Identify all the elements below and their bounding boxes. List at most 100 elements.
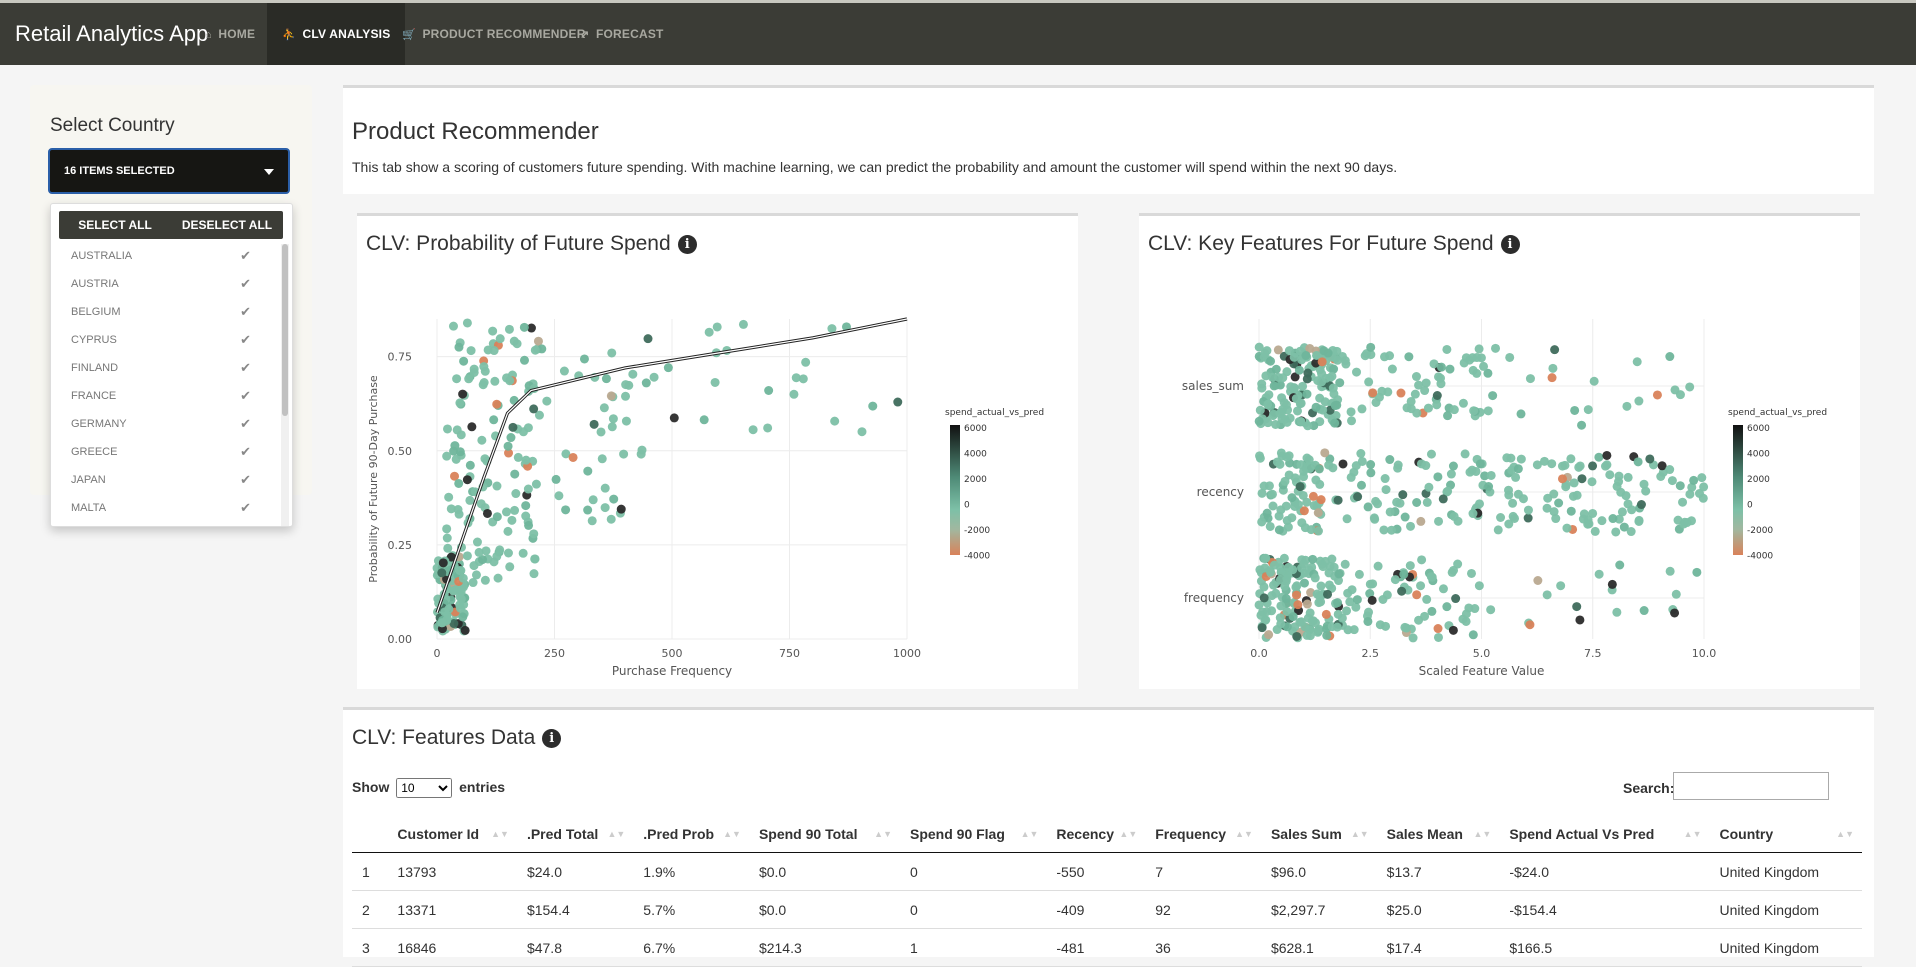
data-point xyxy=(1484,482,1494,492)
column-header[interactable]: Spend 90 Total ▲▼ xyxy=(748,816,900,853)
data-point xyxy=(1594,452,1604,462)
data-point xyxy=(588,495,598,505)
country-option-malta[interactable]: MALTA ✔ xyxy=(71,494,251,522)
column-header[interactable]: Spend 90 Flag ▲▼ xyxy=(899,816,1047,853)
data-point xyxy=(1525,620,1535,630)
table-cell: $2,297.7 xyxy=(1260,890,1377,929)
nav-clv-analysis[interactable]: ⛹ CLV ANALYSIS xyxy=(267,3,406,65)
data-point xyxy=(1665,352,1675,362)
column-header[interactable]: Recency ▲▼ xyxy=(1046,816,1146,853)
data-point xyxy=(1277,414,1287,424)
country-dropdown[interactable]: 16 ITEMS SELECTED xyxy=(48,148,290,194)
data-point xyxy=(1504,485,1514,495)
data-point xyxy=(1547,373,1557,383)
info-icon[interactable]: i xyxy=(542,729,562,748)
data-point xyxy=(446,504,456,514)
data-point xyxy=(1685,489,1695,499)
check-icon: ✔ xyxy=(240,304,251,319)
data-point xyxy=(1675,481,1685,491)
data-point xyxy=(1347,585,1357,595)
data-point xyxy=(1370,514,1380,524)
caret-down-icon xyxy=(264,169,274,175)
show-label: Show xyxy=(352,779,390,795)
data-point xyxy=(1657,461,1667,471)
country-option-finland[interactable]: FINLAND ✔ xyxy=(71,354,251,382)
column-header[interactable]: Customer Id ▲▼ xyxy=(387,816,517,853)
data-point xyxy=(1608,514,1618,524)
info-icon[interactable]: i xyxy=(677,235,697,254)
data-point xyxy=(1302,389,1312,399)
data-point xyxy=(1380,352,1390,362)
data-point xyxy=(510,469,520,479)
table-row[interactable]: 3 16846 $47.8 6.7% $214.3 1 -481 36 $628.1 $17.4 $… xyxy=(352,928,1862,967)
column-header[interactable]: .Pred Prob ▲▼ xyxy=(633,816,749,853)
country-option-label: FINLAND xyxy=(71,362,119,374)
data-point xyxy=(472,537,482,547)
deselect-all-button[interactable]: DESELECT ALL xyxy=(181,218,273,232)
search-input[interactable] xyxy=(1673,772,1829,800)
column-header[interactable]: .Pred Total ▲▼ xyxy=(516,816,634,853)
column-header[interactable]: Sales Mean ▲▼ xyxy=(1376,816,1500,853)
data-point xyxy=(1438,494,1448,504)
data-point xyxy=(1438,584,1448,594)
country-option-australia[interactable]: AUSTRALIA ✔ xyxy=(71,242,251,270)
nav-product-recommender[interactable]: 🛒 PRODUCT RECOMMENDER xyxy=(387,3,601,65)
data-point xyxy=(663,363,673,373)
column-header[interactable]: Spend Actual Vs Pred ▲▼ xyxy=(1499,816,1710,853)
country-option-germany[interactable]: GERMANY ✔ xyxy=(71,410,251,438)
data-point xyxy=(1387,364,1397,374)
chart1-svg[interactable]: 0 250 500 750 1000 0.00 0.25 0.50 0.75 Purchase F… xyxy=(357,229,1078,689)
data-point xyxy=(1396,388,1406,398)
select-all-button[interactable]: SELECT ALL xyxy=(78,218,152,232)
data-point xyxy=(1286,382,1296,392)
data-point xyxy=(1453,559,1463,569)
column-header[interactable]: Country ▲▼ xyxy=(1709,816,1862,853)
nav-forecast[interactable]: ↗ FORECAST xyxy=(565,3,679,65)
table-cell: 7 xyxy=(1145,852,1261,891)
data-point xyxy=(1351,602,1361,612)
data-point xyxy=(608,414,618,424)
country-option-belgium[interactable]: BELGIUM ✔ xyxy=(71,298,251,326)
page-size-select[interactable]: 10 xyxy=(396,778,453,798)
data-point xyxy=(1346,472,1356,482)
data-point xyxy=(1432,400,1442,410)
data-point xyxy=(1583,405,1593,415)
country-option-cyprus[interactable]: CYPRUS ✔ xyxy=(71,326,251,354)
country-option-france[interactable]: FRANCE ✔ xyxy=(71,382,251,410)
country-option-greece[interactable]: GREECE ✔ xyxy=(71,438,251,466)
data-point xyxy=(1332,355,1342,365)
data-point xyxy=(462,551,472,561)
data-point xyxy=(1588,461,1598,471)
data-point xyxy=(1267,591,1277,601)
data-point xyxy=(1257,379,1267,389)
data-point xyxy=(1299,506,1309,516)
data-point xyxy=(1334,569,1344,579)
features-data-panel: CLV: Features Data i Show 10 entries Sear… xyxy=(343,707,1874,967)
scrollbar-thumb[interactable] xyxy=(282,244,288,416)
data-point xyxy=(1323,348,1333,358)
info-icon[interactable]: i xyxy=(1500,235,1520,254)
data-point xyxy=(1432,390,1442,400)
data-point xyxy=(1474,499,1484,509)
data-point xyxy=(1480,471,1490,481)
chart1-title: CLV: Probability of Future Spend i xyxy=(366,232,697,256)
data-point xyxy=(1502,453,1512,463)
country-option-label: MALTA xyxy=(71,502,107,514)
column-header[interactable]: Frequency ▲▼ xyxy=(1145,816,1261,853)
table-cell: 16846 xyxy=(387,928,517,967)
data-point xyxy=(1566,506,1576,516)
country-option-austria[interactable]: AUSTRIA ✔ xyxy=(71,270,251,298)
trend-line-inner xyxy=(436,318,908,613)
table-row[interactable]: 2 13371 $154.4 5.7% $0.0 0 -409 92 $2,297.7 $25.0… xyxy=(352,890,1862,929)
table-row[interactable]: 1 13793 $24.0 1.9% $0.0 0 -550 7 $96.0 $13.7 -$24.… xyxy=(352,852,1862,891)
column-header[interactable] xyxy=(352,816,388,853)
colorbar-tick: -2000 xyxy=(964,526,990,536)
nav-clv-label: CLV ANALYSIS xyxy=(302,27,391,41)
app-title[interactable]: Retail Analytics App xyxy=(15,21,209,46)
data-point xyxy=(1285,413,1295,423)
column-header[interactable]: Sales Sum ▲▼ xyxy=(1260,816,1377,853)
nav-home[interactable]: ⌂ HOME xyxy=(190,3,270,65)
data-point xyxy=(1294,365,1304,375)
country-option-japan[interactable]: JAPAN ✔ xyxy=(71,466,251,494)
